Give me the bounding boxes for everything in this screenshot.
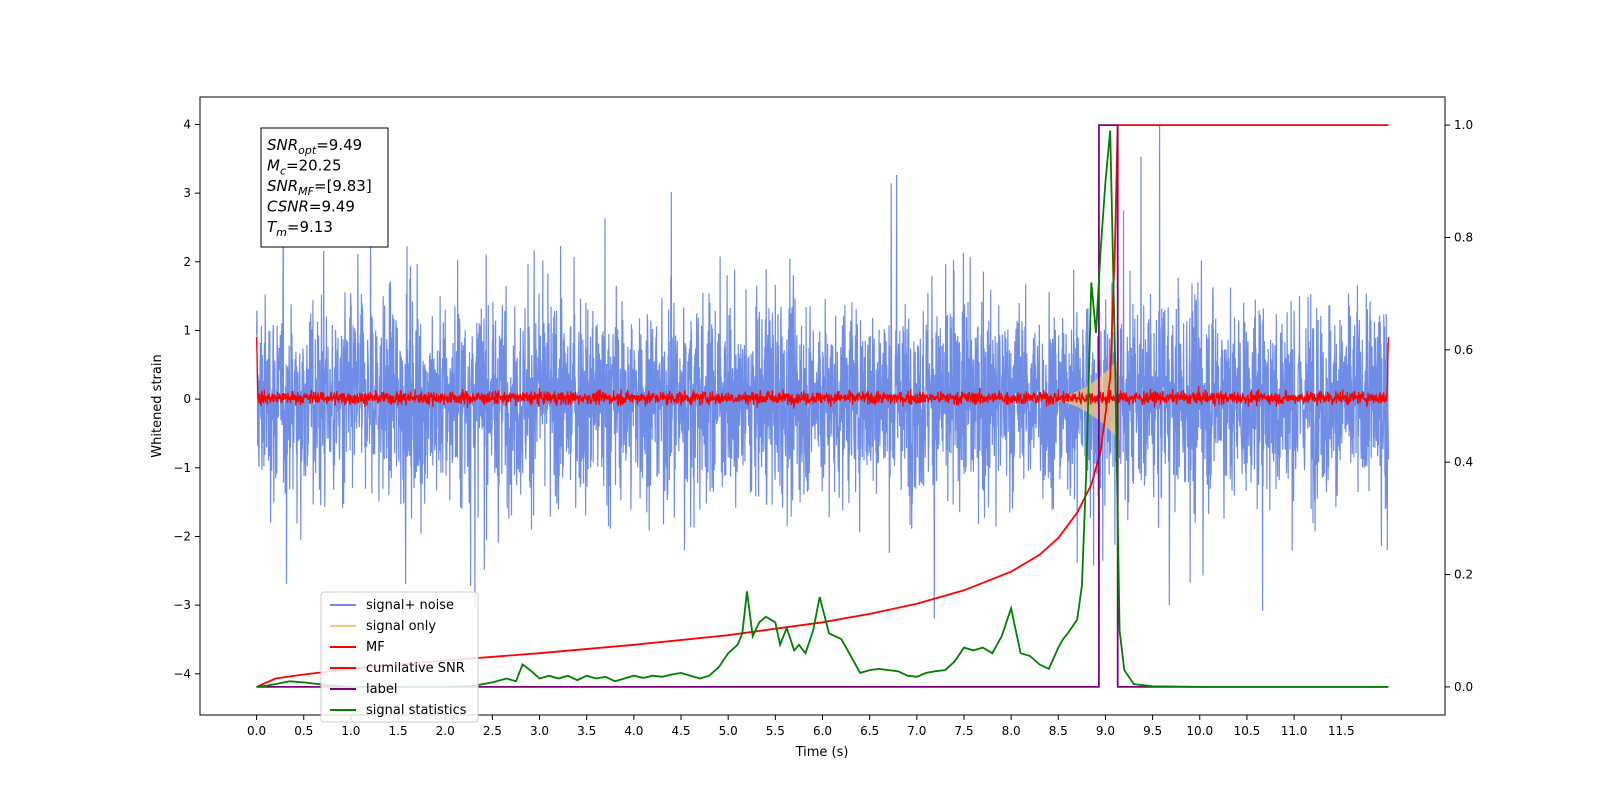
annotation-line: Tm=9.13 <box>267 218 333 239</box>
annotation-frame <box>260 127 389 248</box>
x-tick-label: 5.0 <box>719 724 738 738</box>
legend-label: cumilative SNR <box>366 661 465 676</box>
left-y-axis: 4 3 2 1 0 −1 −2 −3 −4 <box>173 117 200 681</box>
y-right-tick-label: 0.0 <box>1454 680 1473 694</box>
legend-label: label <box>366 682 397 697</box>
y-left-tick-label: 0 <box>183 392 191 406</box>
x-tick-label: 9.5 <box>1143 724 1162 738</box>
legend-label: MF <box>366 640 385 655</box>
x-tick-label: 10.0 <box>1186 724 1213 738</box>
x-tick-label: 8.0 <box>1002 724 1021 738</box>
metrics-annotation-box: SNRopt=9.49Mc=20.25SNRMF=[9.83]CSNR=9.49… <box>260 127 389 248</box>
y-right-tick-label: 0.8 <box>1454 230 1473 244</box>
x-tick-label: 5.5 <box>766 724 785 738</box>
y-left-tick-label: −3 <box>173 598 191 612</box>
x-tick-label: 6.0 <box>813 724 832 738</box>
x-tick-label: 1.0 <box>341 724 360 738</box>
y-left-tick-label: −2 <box>173 529 191 543</box>
x-axis-label: Time (s) <box>795 745 849 760</box>
y-right-tick-label: 0.4 <box>1454 455 1473 469</box>
x-axis: 0.0 0.5 1.0 1.5 2.0 2.5 3.0 3.5 4.0 4.5 5.0 5.5 6.0 6… <box>247 715 1355 738</box>
y-right-tick-label: 0.2 <box>1454 568 1473 582</box>
x-tick-label: 4.0 <box>624 724 643 738</box>
x-tick-label: 11.5 <box>1328 724 1355 738</box>
legend-label: signal statistics <box>366 703 467 718</box>
series-signal-statisticsline <box>256 130 1389 688</box>
y-left-tick-label: 1 <box>183 323 191 337</box>
y-left-tick-label: −4 <box>173 667 191 681</box>
x-tick-label: 9.0 <box>1096 724 1115 738</box>
x-tick-label: 4.5 <box>671 724 690 738</box>
annotation-line: CSNR=9.49 <box>267 198 355 216</box>
x-tick-label: 7.0 <box>907 724 926 738</box>
series-mf-line <box>255 337 1390 409</box>
legend-frame <box>320 591 479 723</box>
y-right-tick-label: 0.6 <box>1454 343 1473 357</box>
annotation-line: SNRopt=9.49 <box>267 136 362 157</box>
y-right-tick-label: 1.0 <box>1454 118 1473 132</box>
x-tick-label: 0.5 <box>294 724 313 738</box>
y-left-tick-label: −1 <box>173 461 191 475</box>
legend-label: signal only <box>366 619 436 634</box>
x-tick-label: 10.5 <box>1234 724 1261 738</box>
legend: signal+ noise signal only MF cumilative SNR… <box>320 591 479 723</box>
legend-label: signal+ noise <box>366 598 454 613</box>
x-tick-label: 6.5 <box>860 724 879 738</box>
x-tick-label: 3.5 <box>577 724 596 738</box>
y-left-tick-label: 2 <box>183 255 191 269</box>
x-tick-label: 8.5 <box>1049 724 1068 738</box>
x-tick-label: 0.0 <box>247 724 266 738</box>
x-tick-label: 2.0 <box>436 724 455 738</box>
y-left-tick-label: 3 <box>183 186 191 200</box>
x-tick-label: 7.5 <box>954 724 973 738</box>
y-left-tick-label: 4 <box>183 117 191 131</box>
annotation-line: Mc=20.25 <box>267 157 342 178</box>
right-y-axis: 1.0 0.8 0.6 0.4 0.2 0.0 <box>1445 118 1473 694</box>
x-tick-label: 11.0 <box>1281 724 1308 738</box>
x-tick-label: 1.5 <box>389 724 408 738</box>
x-tick-label: 2.5 <box>483 724 502 738</box>
x-tick-label: 3.0 <box>530 724 549 738</box>
annotation-line: SNRMF=[9.83] <box>267 177 372 198</box>
y-axis-label: Whitened strain <box>150 354 165 457</box>
